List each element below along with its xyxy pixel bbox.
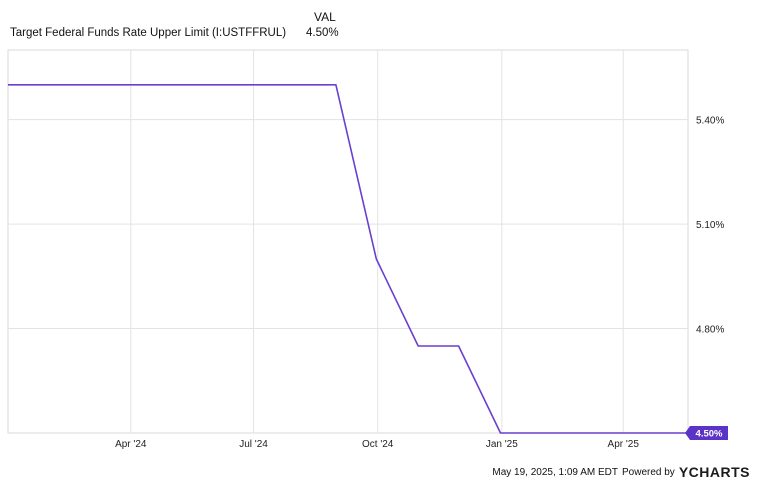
y-tick-label: 5.10% xyxy=(696,220,724,231)
x-tick-label: Jul '24 xyxy=(239,439,268,450)
legend-column-header: VAL xyxy=(314,10,336,24)
footer-timestamp: May 19, 2025, 1:09 AM EDT xyxy=(492,466,618,478)
plot-frame xyxy=(7,49,689,434)
series-line xyxy=(8,84,688,434)
y-tick-label: 5.40% xyxy=(696,116,724,127)
footer-powered-by: Powered by xyxy=(622,466,675,478)
footer: May 19, 2025, 1:09 AM EDT Powered by YCH… xyxy=(492,464,750,480)
legend: VAL Target Federal Funds Rate Upper Limi… xyxy=(10,10,350,44)
x-tick-label: Apr '25 xyxy=(608,439,640,450)
x-tick-label: Apr '24 xyxy=(115,439,147,450)
ycharts-logo: YCHARTS xyxy=(678,464,750,480)
legend-series-name: Target Federal Funds Rate Upper Limit (I… xyxy=(10,27,287,39)
last-value-badge xyxy=(685,426,728,440)
legend-series-value: 4.50% xyxy=(306,27,339,39)
last-value-label: 4.50% xyxy=(696,429,723,440)
x-tick-label: Oct '24 xyxy=(362,439,394,450)
x-tick-label: Jan '25 xyxy=(486,439,518,450)
y-tick-label: 4.80% xyxy=(696,325,724,336)
